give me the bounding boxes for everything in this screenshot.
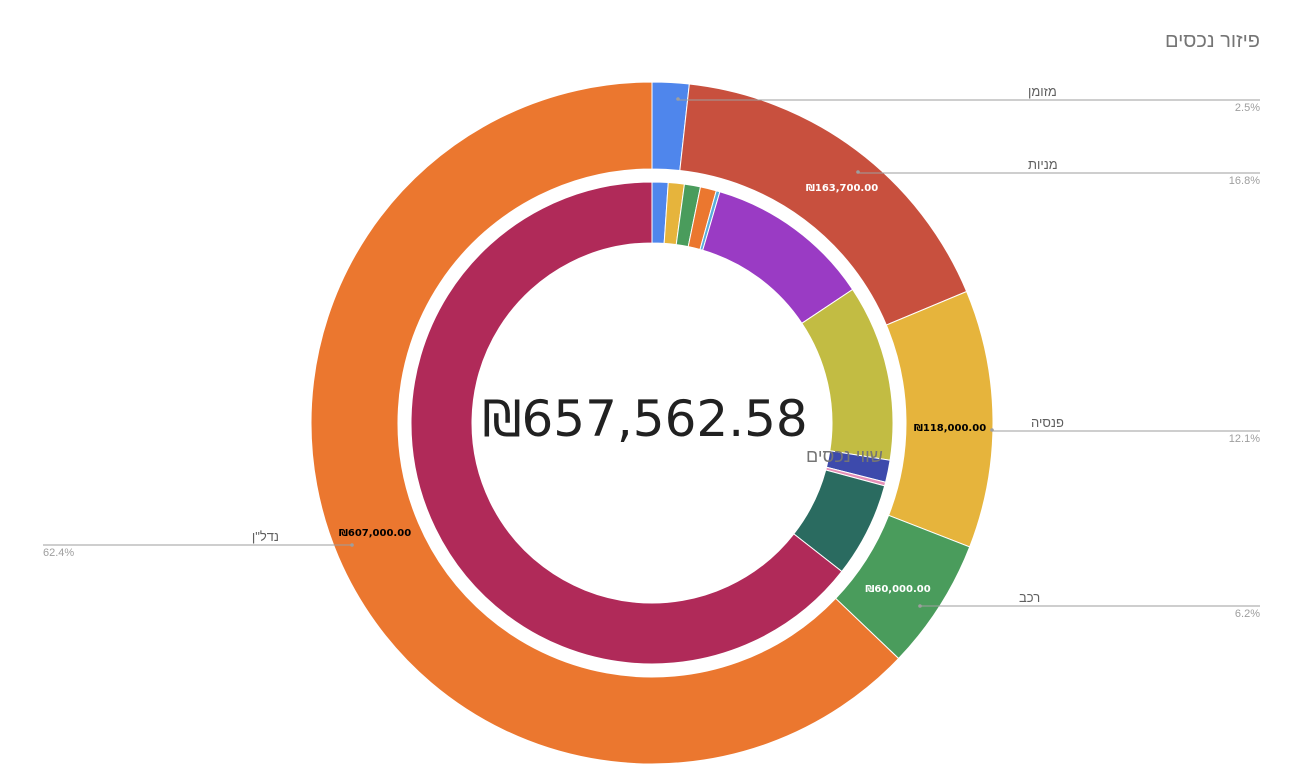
inner-slice-6[interactable] — [801, 288, 894, 461]
outer-slice-4[interactable] — [310, 81, 900, 765]
chart-title: פיזור נכסים — [1164, 30, 1260, 52]
percent-label: 2.5% — [1235, 102, 1260, 114]
slice-value-label: ₪163,700.00 — [806, 183, 878, 194]
outer-slice-2[interactable] — [885, 290, 994, 548]
category-label: רכב — [1019, 590, 1040, 605]
category-label: מזומן — [1028, 84, 1057, 99]
percent-label: 62.4% — [43, 547, 74, 559]
category-label: נדל"ן — [252, 529, 279, 544]
slice-value-label: ₪60,000.00 — [865, 584, 930, 595]
slice-value-label: ₪118,000.00 — [914, 423, 986, 434]
slice-value-label: ₪607,000.00 — [339, 528, 411, 539]
percent-label: 12.1% — [1229, 433, 1260, 445]
percent-label: 16.8% — [1229, 175, 1260, 187]
inner-slice-10[interactable] — [410, 181, 843, 665]
percent-label: 6.2% — [1235, 608, 1260, 620]
total-value: ₪657,562.58 — [482, 390, 808, 448]
total-caption: שווי נכסים — [806, 446, 883, 466]
category-label: פנסיה — [1031, 415, 1064, 430]
category-label: מניות — [1028, 157, 1058, 172]
